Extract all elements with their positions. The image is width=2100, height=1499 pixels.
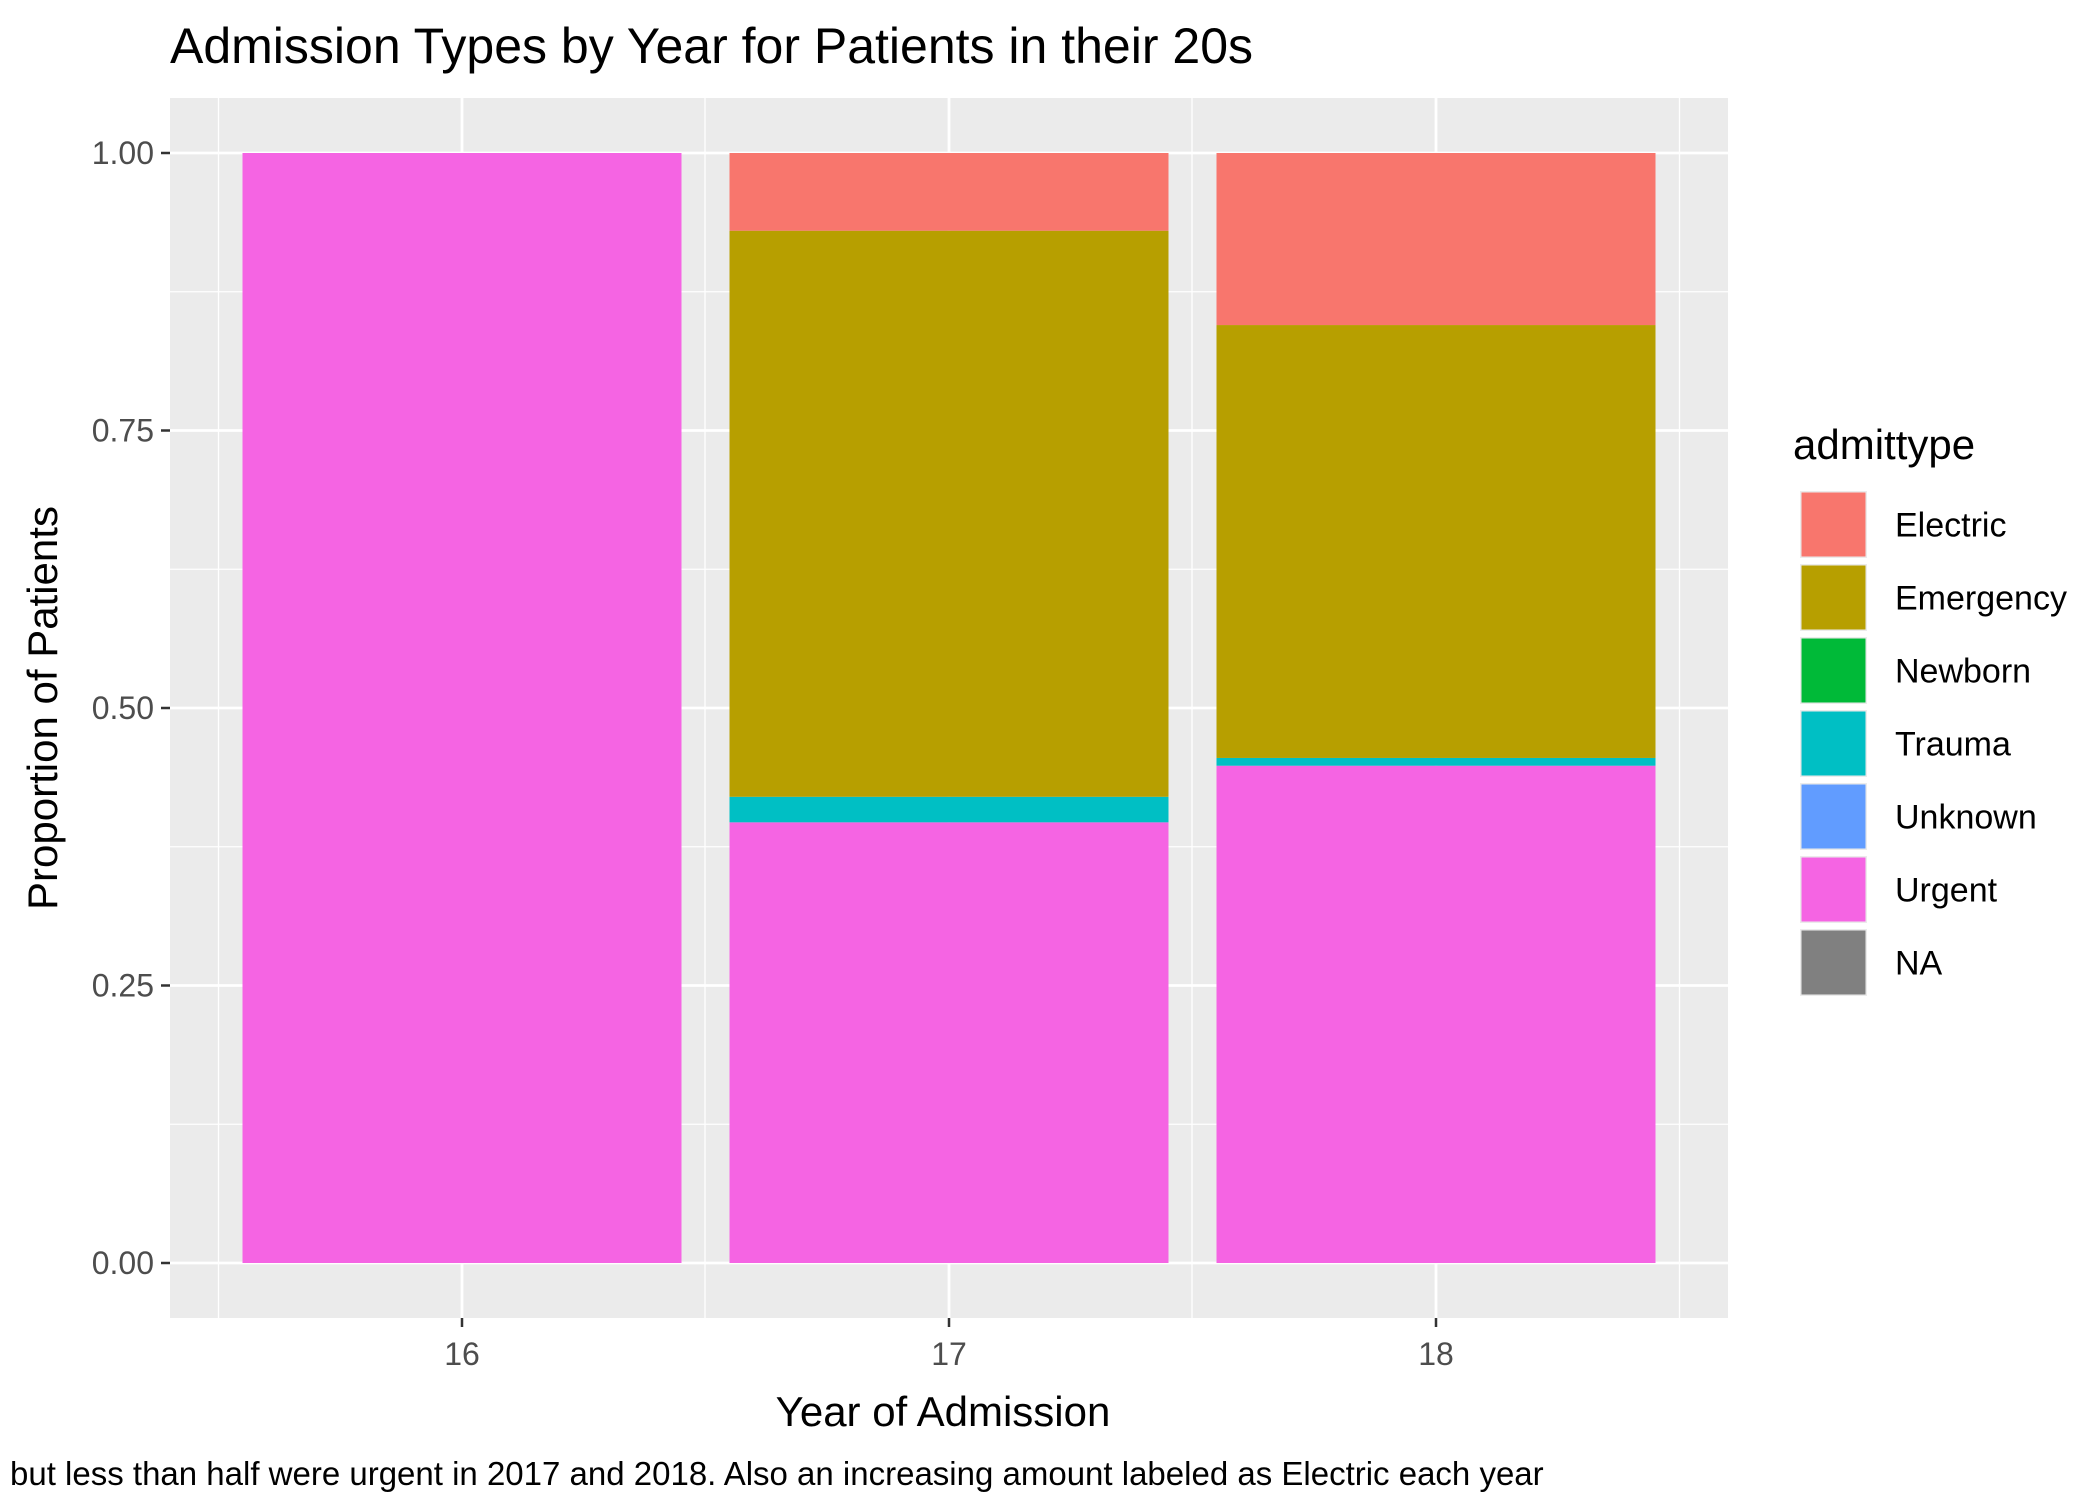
legend-label-na: NA (1895, 945, 1943, 983)
x-axis: 16 17 18 (444, 1318, 1454, 1372)
x-axis-title: Year of Admission (776, 1388, 1111, 1435)
legend-key-electric (1801, 492, 1866, 557)
legend-title: admittype (1793, 421, 1975, 468)
legend-key-unknown (1801, 784, 1866, 849)
bar-electric-18 (1216, 153, 1656, 326)
y-axis-title: Proportion of Patients (19, 506, 66, 910)
y-axis: 0.00 0.25 0.50 0.75 1.00 (92, 135, 170, 1281)
y-tick-label: 0.00 (92, 1245, 154, 1281)
legend-key-na (1801, 930, 1866, 995)
legend-label-urgent: Urgent (1895, 872, 1998, 910)
chart-title: Admission Types by Year for Patients in … (170, 18, 1253, 74)
legend-key-trauma (1801, 711, 1866, 776)
y-tick-label: 0.50 (92, 690, 154, 726)
bar-trauma-17 (729, 796, 1169, 823)
legend-key-emergency (1801, 565, 1866, 630)
bars (242, 153, 1656, 1263)
bar-trauma-18 (1216, 757, 1656, 766)
bar-urgent-17 (729, 822, 1169, 1263)
bar-electric-17 (729, 153, 1169, 231)
chart-caption: but less than half were urgent in 2017 a… (10, 1455, 1544, 1492)
bar-emergency-18 (1216, 325, 1656, 758)
legend-label-electric: Electric (1895, 507, 2006, 545)
legend-label-trauma: Trauma (1895, 726, 2011, 764)
legend-key-urgent (1801, 857, 1866, 922)
legend: admittype Electric Emergency Newborn Trauma… (1793, 421, 2067, 996)
bar-urgent-16 (242, 153, 682, 1263)
legend-label-emergency: Emergency (1895, 580, 2067, 618)
x-tick-label: 16 (444, 1336, 480, 1372)
legend-label-unknown: Unknown (1895, 799, 2037, 837)
y-tick-label: 0.25 (92, 968, 154, 1004)
x-tick-label: 17 (931, 1336, 967, 1372)
legend-label-newborn: Newborn (1895, 653, 2031, 691)
bar-emergency-17 (729, 230, 1169, 797)
y-tick-label: 0.75 (92, 413, 154, 449)
y-tick-label: 1.00 (92, 135, 154, 171)
bar-urgent-18 (1216, 765, 1656, 1263)
x-tick-label: 18 (1418, 1336, 1454, 1372)
legend-key-newborn (1801, 638, 1866, 703)
